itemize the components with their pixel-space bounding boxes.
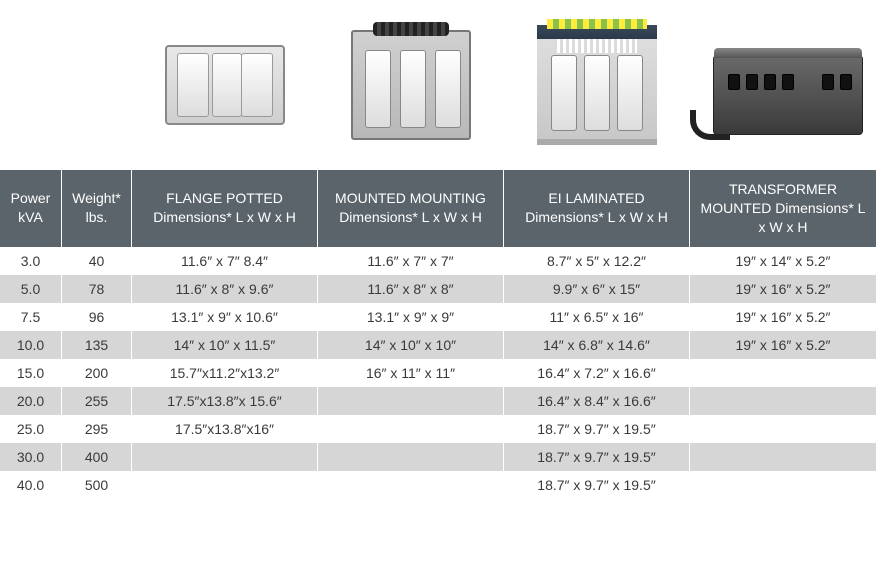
col-header-ei: EI LAMINATED Dimensions* L x W x H: [504, 170, 690, 247]
cell-transformer: 19″ x 14″ x 5.2″: [690, 247, 876, 275]
product-image-transformer: [690, 0, 876, 170]
cell-ei: 8.7″ x 5″ x 12.2″: [504, 247, 690, 275]
cell-flange: 11.6″ x 7″ 8.4″: [132, 247, 318, 275]
cell-mounted: 11.6″ x 8″ x 8″: [318, 275, 504, 303]
product-image-ei: [504, 0, 690, 170]
cell-transformer: 19″ x 16″ x 5.2″: [690, 331, 876, 359]
cell-power: 5.0: [0, 275, 62, 303]
cell-weight: 78: [62, 275, 132, 303]
cell-flange: [132, 471, 318, 499]
cell-transformer: [690, 443, 876, 471]
product-image-mounted: [318, 0, 504, 170]
cell-power: 3.0: [0, 247, 62, 275]
table-row: 7.59613.1″ x 9″ x 10.6″13.1″ x 9″ x 9″11…: [0, 303, 876, 331]
product-image-row: [0, 0, 876, 170]
cell-mounted: 16″ x 11″ x 11″: [318, 359, 504, 387]
cell-mounted: [318, 387, 504, 415]
cell-ei: 11″ x 6.5″ x 16″: [504, 303, 690, 331]
cell-flange: [132, 443, 318, 471]
table-row: 25.029517.5″x13.8″x16″ 18.7″ x 9.7″ x 19.…: [0, 415, 876, 443]
table-row: 3.04011.6″ x 7″ 8.4″11.6″ x 7″ x 7″8.7″ …: [0, 247, 876, 275]
table-row: 30.0400 18.7″ x 9.7″ x 19.5″: [0, 443, 876, 471]
cell-ei: 18.7″ x 9.7″ x 19.5″: [504, 471, 690, 499]
cell-mounted: [318, 443, 504, 471]
cell-mounted: 14″ x 10″ x 10″: [318, 331, 504, 359]
table-row: 15.020015.7″x11.2″x13.2″16″ x 11″ x 11″1…: [0, 359, 876, 387]
cell-power: 10.0: [0, 331, 62, 359]
cell-ei: 16.4″ x 8.4″ x 16.6″: [504, 387, 690, 415]
cell-ei: 18.7″ x 9.7″ x 19.5″: [504, 443, 690, 471]
cell-weight: 135: [62, 331, 132, 359]
cell-power: 30.0: [0, 443, 62, 471]
cell-mounted: 11.6″ x 7″ x 7″: [318, 247, 504, 275]
col-header-mounted: MOUNTED MOUNTING Dimensions* L x W x H: [318, 170, 504, 247]
cell-weight: 255: [62, 387, 132, 415]
col-header-transformer: TRANSFORMER MOUNTED Dimensions* L x W x …: [690, 170, 876, 247]
cell-power: 15.0: [0, 359, 62, 387]
table-row: 20.025517.5″x13.8″x 15.6″ 16.4″ x 8.4″ x …: [0, 387, 876, 415]
cell-mounted: 13.1″ x 9″ x 9″: [318, 303, 504, 331]
cell-ei: 9.9″ x 6″ x 15″: [504, 275, 690, 303]
cell-power: 25.0: [0, 415, 62, 443]
cell-weight: 96: [62, 303, 132, 331]
cell-flange: 11.6″ x 8″ x 9.6″: [132, 275, 318, 303]
cell-power: 40.0: [0, 471, 62, 499]
image-spacer: [0, 0, 132, 170]
cell-weight: 400: [62, 443, 132, 471]
col-header-power: Power kVA: [0, 170, 62, 247]
cell-flange: 17.5″x13.8″x16″: [132, 415, 318, 443]
cell-ei: 14″ x 6.8″ x 14.6″: [504, 331, 690, 359]
cell-mounted: [318, 415, 504, 443]
col-header-flange: FLANGE POTTED Dimensions* L x W x H: [132, 170, 318, 247]
cell-weight: 500: [62, 471, 132, 499]
cell-weight: 295: [62, 415, 132, 443]
cell-transformer: 19″ x 16″ x 5.2″: [690, 275, 876, 303]
cell-power: 20.0: [0, 387, 62, 415]
cell-power: 7.5: [0, 303, 62, 331]
table-body: 3.04011.6″ x 7″ 8.4″11.6″ x 7″ x 7″8.7″ …: [0, 247, 876, 499]
col-header-weight: Weight* lbs.: [62, 170, 132, 247]
cell-transformer: [690, 359, 876, 387]
cell-weight: 200: [62, 359, 132, 387]
table-row: 5.07811.6″ x 8″ x 9.6″11.6″ x 8″ x 8″9.9…: [0, 275, 876, 303]
cell-transformer: [690, 387, 876, 415]
cell-flange: 14″ x 10″ x 11.5″: [132, 331, 318, 359]
table-header-row: Power kVA Weight* lbs. FLANGE POTTED Dim…: [0, 170, 876, 247]
cell-ei: 18.7″ x 9.7″ x 19.5″: [504, 415, 690, 443]
cell-flange: 17.5″x13.8″x 15.6″: [132, 387, 318, 415]
table-row: 40.0500 18.7″ x 9.7″ x 19.5″: [0, 471, 876, 499]
cell-flange: 13.1″ x 9″ x 10.6″: [132, 303, 318, 331]
table-row: 10.013514″ x 10″ x 11.5″14″ x 10″ x 10″1…: [0, 331, 876, 359]
cell-transformer: [690, 471, 876, 499]
cell-mounted: [318, 471, 504, 499]
cell-weight: 40: [62, 247, 132, 275]
cell-transformer: [690, 415, 876, 443]
spec-table: Power kVA Weight* lbs. FLANGE POTTED Dim…: [0, 0, 876, 499]
cell-transformer: 19″ x 16″ x 5.2″: [690, 303, 876, 331]
cell-ei: 16.4″ x 7.2″ x 16.6″: [504, 359, 690, 387]
cell-flange: 15.7″x11.2″x13.2″: [132, 359, 318, 387]
product-image-flange: [132, 0, 318, 170]
